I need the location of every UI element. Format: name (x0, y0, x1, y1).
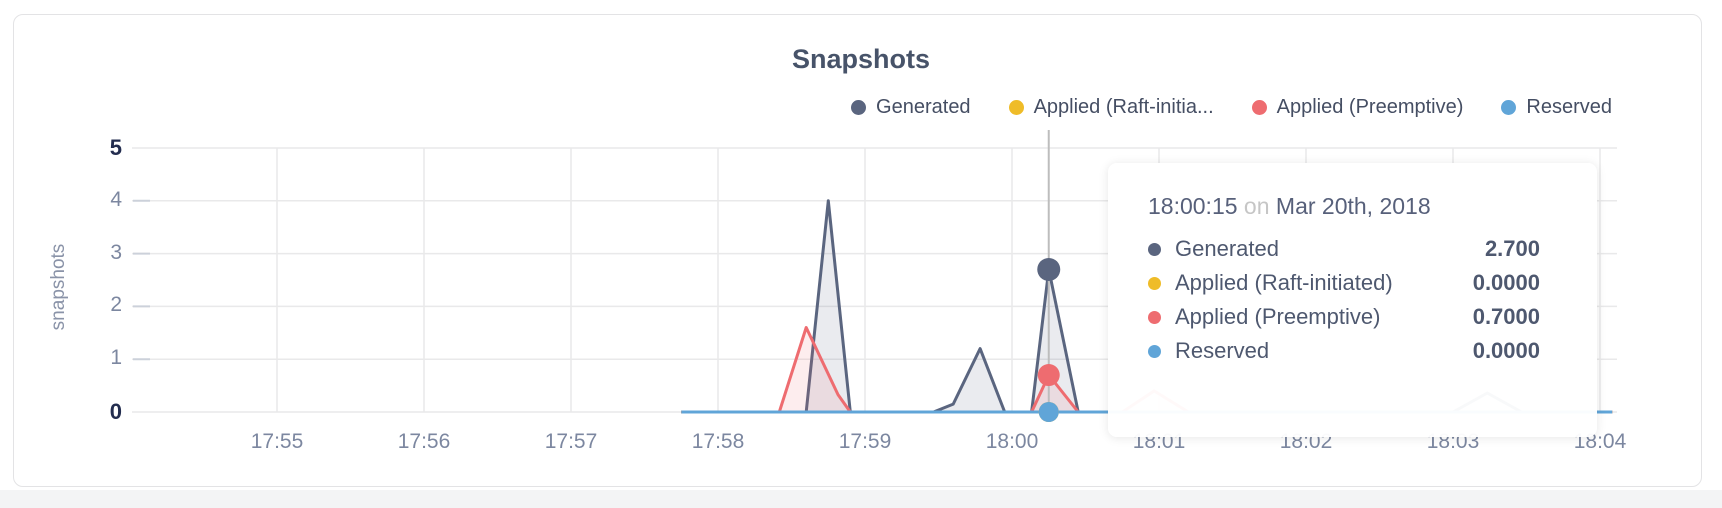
legend-item[interactable]: Applied (Raft-initia... (1008, 96, 1214, 119)
legend-item[interactable]: Generated (851, 96, 971, 119)
x-tick-label: 17:57 (544, 430, 598, 453)
tooltip-row-label: Applied (Preemptive) (1175, 304, 1381, 329)
legend-item-label: Reserved (1526, 96, 1612, 118)
series-dot-icon (1148, 276, 1161, 290)
series-dot-icon (1148, 344, 1161, 358)
tooltip-row: Generated 2.700 (1148, 232, 1540, 266)
legend-dot-icon (1251, 100, 1267, 115)
tooltip-conjunction: on (1243, 193, 1270, 219)
x-tick-label: 17:59 (838, 430, 892, 453)
y-tick-label: 0 (109, 399, 122, 424)
hover-point-dot (1037, 257, 1061, 281)
legend-item-label: Generated (876, 96, 971, 118)
x-tick-label: 17:58 (691, 430, 745, 453)
legend: Generated Applied (Raft-initia... Applied … (851, 96, 1612, 119)
legend-item-label: Applied (Raft-initia... (1033, 96, 1214, 118)
x-tick-label: 17:56 (397, 430, 451, 453)
x-tick-label: 18:00 (985, 430, 1039, 453)
tooltip-row-value: 2.700 (1484, 236, 1540, 261)
legend-dot-icon (851, 100, 867, 115)
chart-title: Snapshots (791, 44, 931, 74)
tooltip-rows: Generated 2.700 Applied (Raft-initiated) 0.… (1148, 232, 1540, 368)
tooltip-row-value: 0.7000 (1472, 304, 1540, 329)
hover-point-dot (1037, 364, 1060, 387)
x-tick-label: 17:55 (250, 430, 304, 453)
hover-tooltip: 18:00:15 on Mar 20th, 2018 Generated 2.70… (1108, 163, 1597, 437)
y-tick-label: 1 (110, 346, 122, 370)
tooltip-row-value: 0.0000 (1472, 338, 1540, 363)
legend-item[interactable]: Reserved (1501, 96, 1612, 119)
tooltip-row-label: Generated (1175, 236, 1279, 261)
tooltip-row-label: Reserved (1175, 338, 1270, 363)
y-tick-label: 4 (110, 187, 122, 211)
legend-item[interactable]: Applied (Preemptive) (1251, 96, 1464, 119)
hover-point-dot (1038, 402, 1059, 422)
next-section-strip (0, 490, 1722, 508)
y-tick-label: 5 (109, 135, 122, 160)
legend-item-label: Applied (Preemptive) (1276, 96, 1464, 118)
legend-dot-icon (1501, 100, 1517, 115)
legend-dot-icon (1008, 100, 1024, 115)
tooltip-row: Applied (Preemptive) 0.7000 (1148, 300, 1540, 334)
tooltip-time: 18:00:15 (1148, 193, 1238, 219)
tooltip-row: Applied (Raft-initiated) 0.0000 (1148, 266, 1540, 300)
tooltip-date: Mar 20th, 2018 (1275, 193, 1431, 219)
tooltip-row: Reserved 0.0000 (1148, 334, 1540, 368)
y-tick-label: 2 (110, 293, 122, 317)
tooltip-row-label: Applied (Raft-initiated) (1175, 270, 1393, 295)
series-dot-icon (1148, 310, 1161, 324)
y-tick-label: 3 (110, 240, 122, 264)
series-dot-icon (1148, 242, 1161, 256)
tooltip-title: 18:00:15 on Mar 20th, 2018 (1148, 193, 1540, 220)
tooltip-row-value: 0.0000 (1472, 270, 1540, 295)
